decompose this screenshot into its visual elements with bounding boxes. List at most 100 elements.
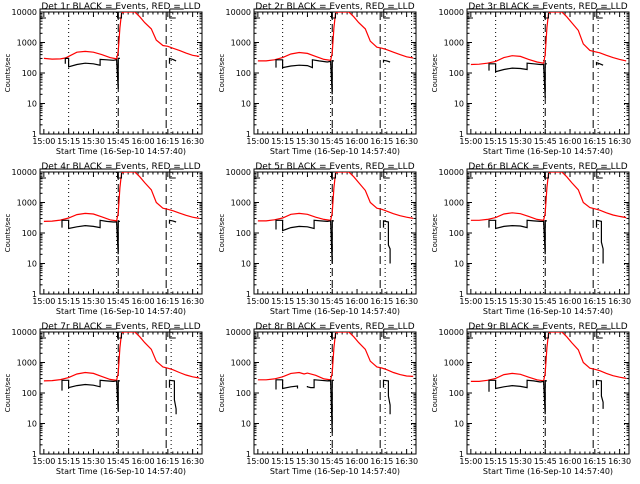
x-tick-label: 15:30 — [82, 457, 105, 466]
series-lld-line — [257, 332, 414, 381]
x-axis-label: Start Time (16-Sep-10 14:57:40) — [483, 307, 613, 316]
state-bracket-mid — [117, 172, 123, 179]
x-tick-label: 16:30 — [395, 297, 418, 306]
y-tick-label: 10 — [241, 420, 251, 429]
x-tick-label: 15:45 — [534, 297, 557, 306]
series-lld-line — [43, 12, 200, 60]
x-tick-label: 16:30 — [181, 137, 204, 146]
y-axis-label: Counts/sec — [218, 374, 226, 413]
x-tick-label: 15:30 — [296, 137, 319, 146]
chart-panel-4: Det 4r BLACK = Events, RED = LLD 1 10 100 10… — [4, 162, 204, 316]
x-tick-label: 16:30 — [181, 297, 204, 306]
x-tick-label: 15:30 — [509, 297, 532, 306]
chart-title: Det 6r BLACK = Events, RED = LLD — [468, 162, 627, 172]
x-tick-label: 16:15 — [370, 457, 393, 466]
y-tick-label: 1 — [246, 290, 251, 299]
x-axis-label: Start Time (16-Sep-10 14:57:40) — [483, 467, 613, 476]
series-lld-line — [43, 332, 200, 382]
x-tick-label: 15:15 — [484, 297, 507, 306]
plot-area — [470, 172, 627, 294]
x-tick-label: 15:45 — [321, 137, 344, 146]
x-axis-label: Start Time (16-Sep-10 14:57:40) — [56, 467, 186, 476]
series-events-line — [488, 219, 547, 255]
x-tick-label: 15:45 — [107, 457, 130, 466]
y-tick-label: 10000 — [439, 328, 464, 337]
state-bracket-end — [169, 168, 184, 179]
x-tick-label: 16:00 — [132, 297, 155, 306]
x-tick-label: 15:45 — [534, 457, 557, 466]
x-tick-label: 16:00 — [559, 137, 582, 146]
x-tick-label: 15:00 — [32, 137, 55, 146]
y-tick-label: 10 — [27, 260, 37, 269]
y-axis-label: Counts/sec — [4, 54, 12, 93]
chart-title: Det 8r BLACK = Events, RED = LLD — [255, 322, 414, 332]
y-tick-label: 10 — [454, 100, 464, 109]
x-tick-label: 15:15 — [57, 457, 80, 466]
chart-panel-2: Det 2r BLACK = Events, RED = LLD 1 10 100 10… — [218, 2, 418, 156]
y-tick-label: 1000 — [231, 359, 251, 368]
state-bracket-end — [383, 168, 398, 179]
x-tick-label: 15:15 — [271, 297, 294, 306]
state-bracket-end — [596, 328, 611, 339]
x-axis-label: Start Time (16-Sep-10 14:57:40) — [483, 147, 613, 156]
state-bracket — [39, 168, 117, 179]
x-tick-label: 16:15 — [583, 297, 606, 306]
x-tick-label: 15:15 — [484, 457, 507, 466]
series-events-line — [595, 379, 604, 409]
x-tick-label: 15:00 — [459, 137, 482, 146]
series-lld-line — [470, 12, 627, 66]
series-events-line — [168, 219, 177, 224]
series-events-line — [275, 219, 334, 264]
y-tick-label: 10 — [241, 260, 251, 269]
x-tick-label: 15:15 — [271, 457, 294, 466]
chart-title: Det 9r BLACK = Events, RED = LLD — [468, 322, 627, 332]
plot-frame — [39, 11, 203, 135]
y-tick-label: 1 — [459, 450, 464, 459]
state-bracket-end — [383, 328, 398, 339]
x-tick-label: 16:15 — [583, 137, 606, 146]
x-tick-label: 15:30 — [296, 457, 319, 466]
series-lld-line — [470, 172, 627, 221]
series-lld-line — [257, 172, 414, 222]
series-events-line — [61, 379, 120, 412]
y-tick-label: 1000 — [231, 39, 251, 48]
series-lld-line — [43, 172, 200, 222]
x-tick-label: 15:15 — [57, 297, 80, 306]
y-tick-label: 10000 — [226, 328, 251, 337]
x-tick-label: 16:00 — [132, 457, 155, 466]
y-axis-label: Counts/sec — [431, 54, 439, 93]
plot-area — [470, 332, 627, 454]
y-tick-label: 10 — [27, 420, 37, 429]
y-tick-label: 10 — [27, 100, 37, 109]
series-events-line — [168, 57, 177, 64]
state-bracket-mid — [544, 172, 550, 179]
y-axis-label: Counts/sec — [431, 214, 439, 253]
x-tick-label: 15:30 — [296, 297, 319, 306]
y-axis-label: Counts/sec — [218, 54, 226, 93]
plot-frame — [466, 171, 630, 295]
y-tick-label: 10000 — [439, 168, 464, 177]
y-axis-label: Counts/sec — [218, 214, 226, 253]
y-tick-label: 1000 — [231, 199, 251, 208]
chart-panel-9: Det 9r BLACK = Events, RED = LLD 1 10 100 10… — [431, 322, 631, 476]
chart-panel-5: Det 5r BLACK = Events, RED = LLD 1 10 100 10… — [218, 162, 418, 316]
y-tick-label: 1 — [32, 450, 37, 459]
state-bracket-end — [169, 8, 184, 19]
y-tick-label: 1000 — [444, 199, 464, 208]
y-tick-label: 1000 — [444, 359, 464, 368]
y-tick-label: 10 — [454, 420, 464, 429]
x-tick-label: 16:15 — [156, 297, 179, 306]
y-tick-label: 1 — [32, 290, 37, 299]
state-bracket — [466, 8, 544, 19]
y-tick-label: 1 — [246, 130, 251, 139]
state-bracket — [253, 168, 331, 179]
state-bracket-mid — [544, 332, 550, 339]
x-tick-label: 15:15 — [484, 137, 507, 146]
series-events-line — [168, 379, 177, 415]
x-tick-label: 16:15 — [370, 137, 393, 146]
plot-area — [257, 172, 414, 294]
chart-title: Det 2r BLACK = Events, RED = LLD — [255, 2, 414, 12]
state-bracket-mid — [117, 332, 123, 339]
